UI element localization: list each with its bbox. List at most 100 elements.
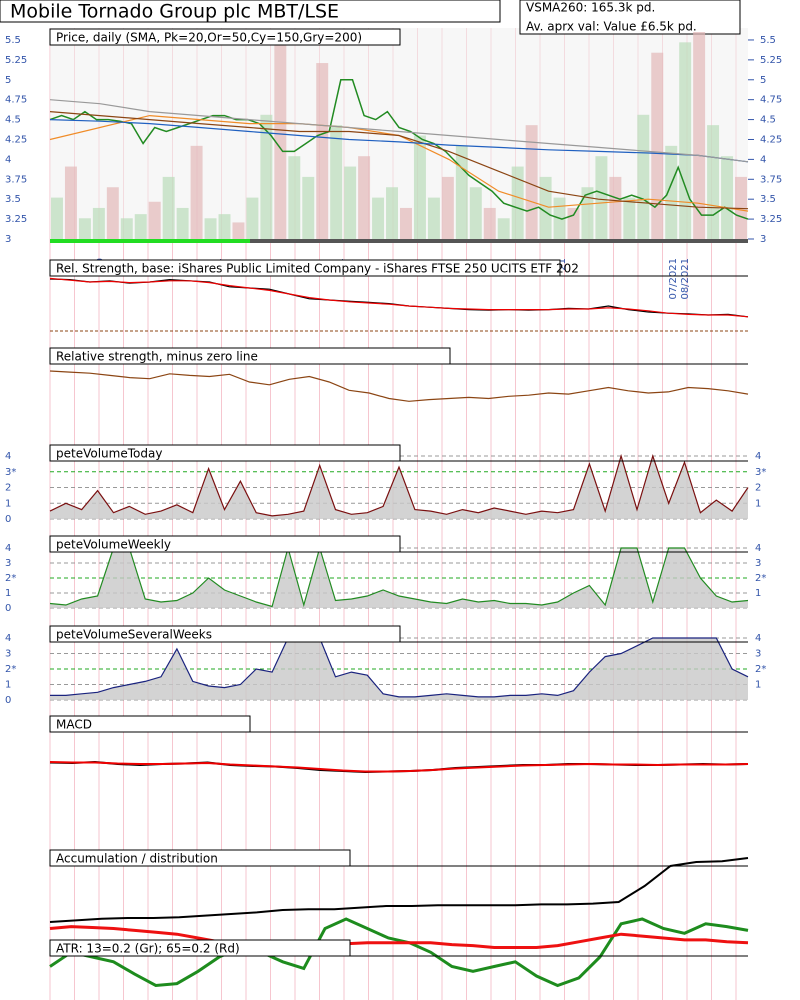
panel-title: ATR: 13=0.2 (Gr); 65=0.2 (Rd) bbox=[56, 942, 240, 956]
volume-bar bbox=[637, 114, 650, 239]
panel-title: Accumulation / distribution bbox=[56, 852, 218, 866]
y-tick-label: 4.25 bbox=[5, 134, 27, 145]
volume-bar bbox=[581, 187, 594, 239]
series-line bbox=[49, 453, 749, 517]
y-tick-label: 1 bbox=[5, 680, 11, 691]
volume-bar bbox=[176, 207, 189, 239]
y-tick-label: 0 bbox=[5, 603, 11, 614]
volume-bar bbox=[497, 218, 510, 239]
volume-bar bbox=[400, 207, 412, 239]
series-line bbox=[49, 761, 749, 773]
panel-title: peteVolumeToday bbox=[56, 447, 162, 461]
y-tick-label: 3* bbox=[755, 467, 766, 478]
y-tick-label: 3 bbox=[5, 649, 11, 660]
y-tick-label: 2* bbox=[755, 573, 766, 584]
series-line bbox=[49, 370, 749, 402]
volume-bar bbox=[609, 176, 622, 239]
y-tick-label: 1 bbox=[755, 680, 761, 691]
volume-bar bbox=[190, 145, 203, 239]
volume-bar bbox=[218, 214, 231, 239]
y-tick-label: 3 bbox=[5, 234, 11, 245]
series-line bbox=[50, 637, 749, 698]
date-strip-green bbox=[50, 239, 250, 243]
y-tick-label: 4 bbox=[5, 154, 11, 165]
volume-bar bbox=[358, 156, 371, 239]
volume-bar bbox=[288, 156, 301, 239]
y-tick-label: 5.5 bbox=[760, 35, 776, 46]
panel-title-box bbox=[49, 939, 351, 957]
date-label: 07/2021 bbox=[668, 258, 679, 300]
y-tick-label: 4 bbox=[755, 633, 761, 644]
y-tick-label: 4.75 bbox=[5, 95, 27, 106]
series-line bbox=[49, 278, 749, 318]
y-tick-label: 4.25 bbox=[760, 134, 782, 145]
series-line bbox=[49, 925, 749, 949]
volume-bar bbox=[372, 197, 385, 239]
y-tick-label: 3.25 bbox=[5, 214, 27, 225]
y-tick-label: 3 bbox=[760, 234, 766, 245]
panel-title: Price, daily (SMA, Pk=20,Or=50,Cy=150,Gr… bbox=[56, 31, 362, 45]
volume-bar bbox=[441, 176, 454, 239]
vsma-label: VSMA260: 165.3k pd. bbox=[526, 1, 655, 15]
y-tick-label: 4 bbox=[5, 451, 11, 462]
volume-bar bbox=[344, 166, 357, 239]
y-tick-label: 4 bbox=[5, 543, 11, 554]
volume-bar bbox=[525, 125, 538, 239]
series-line bbox=[49, 111, 749, 210]
volume-bar bbox=[316, 63, 329, 239]
panel-title-box bbox=[49, 347, 451, 365]
volume-bar bbox=[260, 114, 273, 239]
volume-bar bbox=[665, 145, 678, 239]
volume-bar bbox=[64, 166, 77, 239]
panel-title: MACD bbox=[56, 718, 92, 732]
volume-bar bbox=[204, 218, 217, 239]
value-label: Av. aprx val: Value £6.5k pd. bbox=[526, 20, 697, 34]
area-fill bbox=[50, 548, 748, 608]
area-fill bbox=[50, 638, 748, 700]
y-tick-label: 4.75 bbox=[760, 95, 782, 106]
y-tick-label: 0 bbox=[5, 695, 11, 706]
volume-bar bbox=[330, 125, 343, 239]
y-tick-label: 1 bbox=[755, 498, 761, 509]
volume-bar bbox=[413, 135, 426, 239]
panel-title: peteVolumeWeekly bbox=[56, 538, 171, 552]
y-tick-label: 2 bbox=[755, 483, 761, 494]
volume-bar bbox=[78, 218, 91, 239]
y-tick-label: 2* bbox=[5, 664, 16, 675]
volume-bar bbox=[539, 176, 552, 239]
y-tick-label: 3.25 bbox=[760, 214, 782, 225]
volume-bar bbox=[455, 145, 468, 239]
panel-title-box bbox=[49, 259, 561, 277]
panel-title: Relative strength, minus zero line bbox=[56, 350, 258, 364]
y-tick-label: 3.5 bbox=[760, 194, 776, 205]
y-tick-label: 4 bbox=[755, 543, 761, 554]
date-label: 21 bbox=[557, 258, 568, 271]
volume-bar bbox=[469, 187, 482, 239]
y-tick-label: 4 bbox=[5, 633, 11, 644]
volume-bar bbox=[302, 176, 315, 239]
y-tick-label: 4 bbox=[755, 451, 761, 462]
series-line bbox=[49, 119, 749, 163]
panel-title: peteVolumeSeveralWeeks bbox=[56, 628, 212, 642]
y-tick-label: 3.75 bbox=[5, 174, 27, 185]
y-tick-label: 3 bbox=[755, 558, 761, 569]
y-tick-label: 2* bbox=[5, 573, 16, 584]
volume-bar bbox=[148, 201, 161, 239]
panel-title-box bbox=[49, 535, 401, 553]
y-tick-label: 1 bbox=[5, 588, 11, 599]
volume-bar bbox=[693, 32, 706, 239]
volume-bar bbox=[707, 125, 720, 239]
page-title: Mobile Tornado Group plc MBT/LSE bbox=[10, 1, 339, 23]
y-tick-label: 1 bbox=[755, 588, 761, 599]
y-tick-label: 5.5 bbox=[5, 35, 21, 46]
panel-title-box bbox=[49, 444, 401, 462]
volume-bar bbox=[162, 176, 175, 239]
volume-bar bbox=[567, 207, 580, 239]
y-tick-label: 0 bbox=[5, 514, 11, 525]
y-tick-label: 3.75 bbox=[760, 174, 782, 185]
y-tick-label: 3 bbox=[755, 649, 761, 660]
y-tick-label: 4 bbox=[760, 154, 766, 165]
y-tick-label: 3* bbox=[5, 467, 16, 478]
panel-title-box bbox=[49, 625, 401, 643]
